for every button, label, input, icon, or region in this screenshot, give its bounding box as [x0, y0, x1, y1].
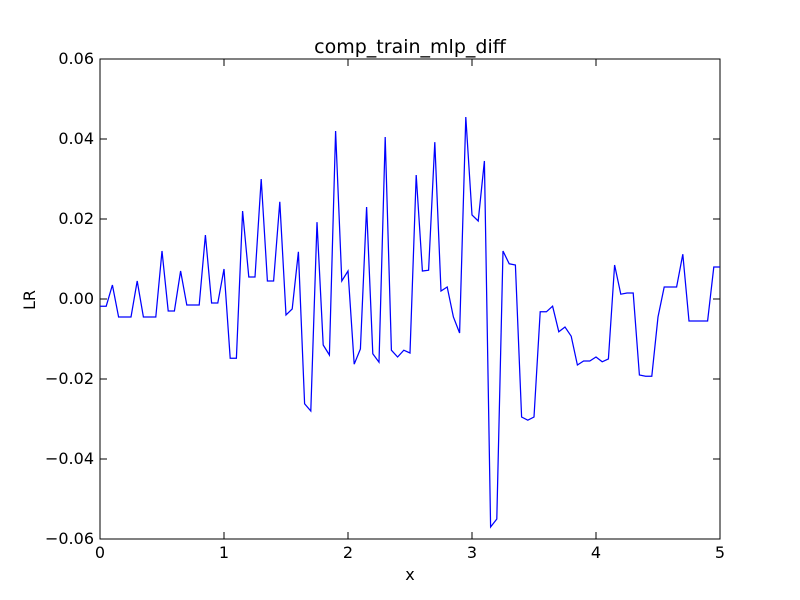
y-axis-label: LR [20, 290, 39, 310]
y-tick-label: −0.06 [45, 529, 94, 548]
series-line [100, 116, 720, 529]
y-tick-label: 0.02 [58, 209, 94, 228]
y-tick-label: 0.04 [58, 129, 94, 148]
x-tick-label: 0 [95, 543, 105, 562]
x-tick-label: 5 [715, 543, 725, 562]
x-tick-label: 3 [467, 543, 477, 562]
x-tick-label: 4 [591, 543, 601, 562]
y-tick-label: −0.04 [45, 449, 94, 468]
x-tick-label: 2 [343, 543, 353, 562]
y-tick-label: 0.00 [58, 289, 94, 308]
plot-area: 0 1 2 3 4 5 −0.06 −0.04 −0.02 0.00 0.02 0.04 0.06 [45, 49, 725, 562]
y-tick-label: −0.02 [45, 369, 94, 388]
chart-title: comp_train_mlp_diff [314, 36, 507, 58]
x-tick-label: 1 [219, 543, 229, 562]
x-axis-label: x [405, 565, 414, 584]
y-tick-label: 0.06 [58, 49, 94, 68]
